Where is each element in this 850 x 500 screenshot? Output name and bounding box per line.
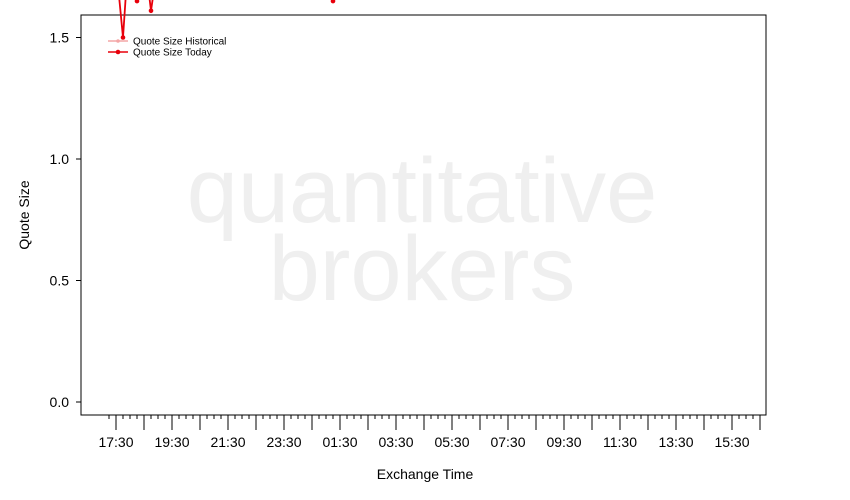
today-point <box>134 0 140 4</box>
x-tick-label: 01:30 <box>322 434 357 450</box>
series-layer <box>118 0 336 40</box>
x-tick-label: 21:30 <box>210 434 245 450</box>
x-tick-label: 13:30 <box>658 434 693 450</box>
x-axis: 17:30 19:30 21:30 23:30 01:30 03:30 05:30 07:30… <box>98 415 761 450</box>
legend-label: Quote Size Today <box>133 48 212 59</box>
watermark: quantitative brokers <box>187 140 658 320</box>
x-tick-label: 15:30 <box>714 434 749 450</box>
y-tick-label: 0.0 <box>50 394 70 410</box>
y-tick-label: 0.5 <box>50 273 70 289</box>
y-axis: 0.00.51.01.52.02.53.0 <box>50 30 81 410</box>
y-axis-label: Quote Size <box>16 180 32 249</box>
x-tick-label: 05:30 <box>434 434 469 450</box>
x-tick-label: 09:30 <box>546 434 581 450</box>
x-tick-label: 17:30 <box>98 434 133 450</box>
x-tick-label: 07:30 <box>490 434 525 450</box>
y-tick-label: 1.5 <box>50 30 70 46</box>
today-point <box>330 0 336 4</box>
x-tick-label: 11:30 <box>603 434 637 450</box>
today-series-line <box>118 0 154 39</box>
legend-label: Quote Size Historical <box>133 37 226 48</box>
y-tick-label: 1.0 <box>50 151 70 167</box>
watermark-line-2: brokers <box>269 218 576 320</box>
x-axis-label: Exchange Time <box>377 466 474 482</box>
x-tick-label: 23:30 <box>266 434 301 450</box>
legend-marker <box>116 39 120 43</box>
x-tick-label: 03:30 <box>378 434 413 450</box>
today-point <box>120 35 126 40</box>
today-point <box>148 8 154 14</box>
legend-marker <box>115 49 121 55</box>
watermark-line-1: quantitative <box>187 140 658 242</box>
x-tick-label: 19:30 <box>154 434 189 450</box>
